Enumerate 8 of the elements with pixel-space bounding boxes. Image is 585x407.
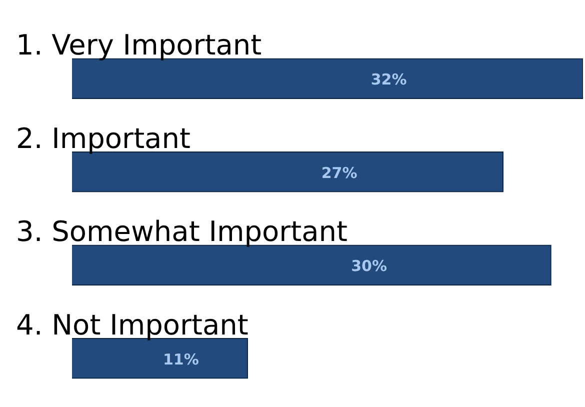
- data-label: 32%: [370, 70, 407, 89]
- y-tick-label: 2. Important: [16, 122, 190, 155]
- y-tick-label: 1. Very Important: [16, 28, 262, 62]
- data-label: 11%: [162, 350, 199, 368]
- data-label: 30%: [351, 257, 387, 276]
- data-label: 27%: [321, 164, 358, 182]
- y-tick-label: 4. Not Important: [16, 308, 248, 342]
- y-tick-label: 3. Somewhat Important: [16, 215, 348, 248]
